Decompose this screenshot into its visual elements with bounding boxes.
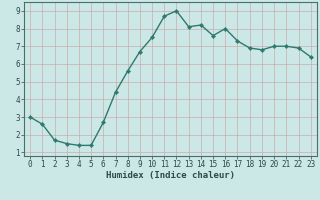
X-axis label: Humidex (Indice chaleur): Humidex (Indice chaleur) bbox=[106, 171, 235, 180]
